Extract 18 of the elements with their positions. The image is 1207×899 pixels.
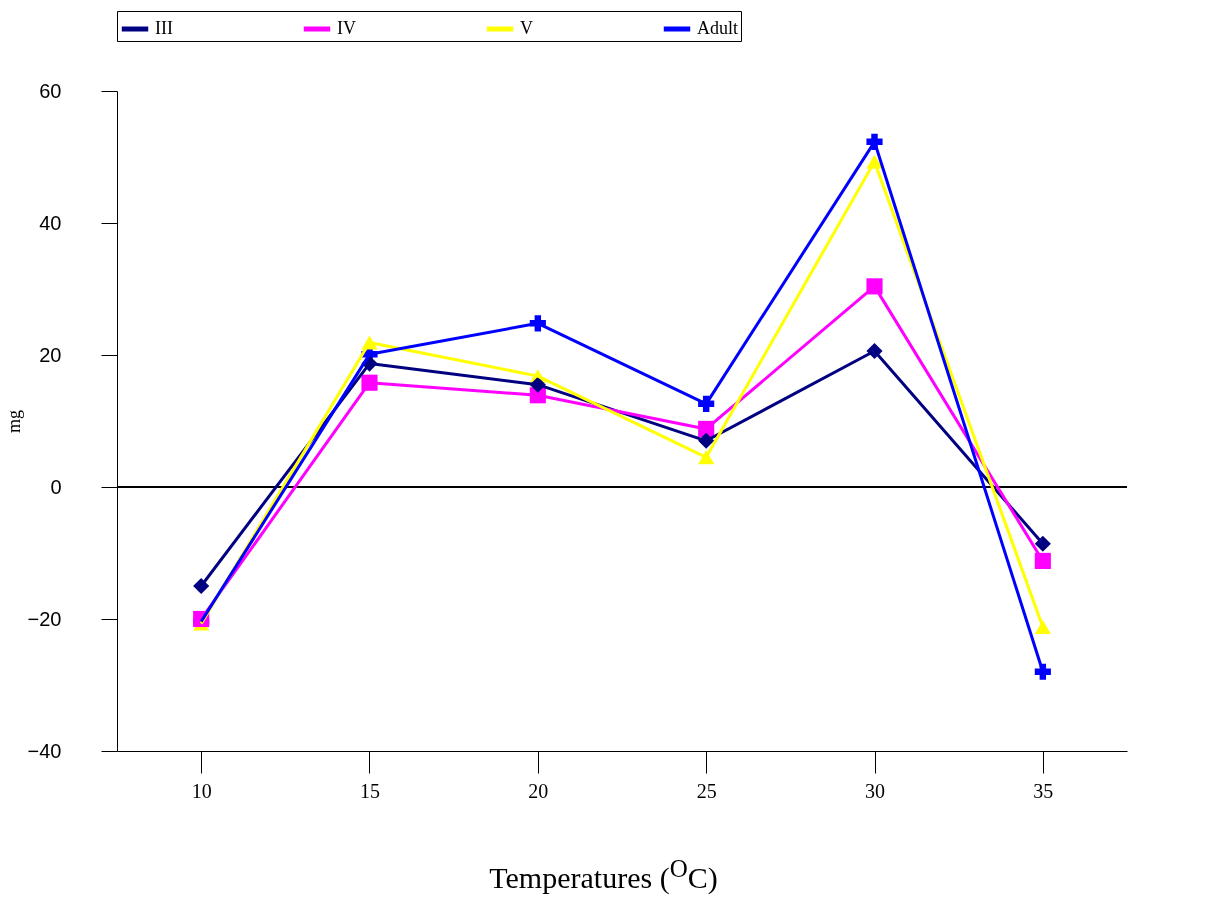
x-tick-label: 30	[865, 779, 885, 802]
legend-label: Adult	[697, 18, 739, 38]
legend-label: IV	[337, 18, 356, 38]
y-tick-label: −40	[27, 739, 62, 762]
y-tick-label: −20	[27, 607, 62, 630]
x-axis-title: Temperatures ($^{O}$C)	[488, 855, 719, 895]
x-tick-label: 10	[191, 779, 212, 802]
y-tick-label: 0	[50, 475, 62, 498]
legend-label: III	[155, 18, 173, 38]
y-tick-label: 40	[39, 211, 62, 234]
y-tick-label: 60	[39, 79, 62, 102]
x-tick-label: 35	[1033, 779, 1054, 802]
legend-label: V	[520, 18, 533, 38]
x-tick-label: 20	[528, 779, 549, 802]
y-tick-label: 20	[39, 343, 62, 366]
x-tick-label: 15	[360, 779, 380, 802]
x-tick-label: 25	[696, 779, 717, 802]
y-axis-title: mg	[3, 409, 24, 434]
